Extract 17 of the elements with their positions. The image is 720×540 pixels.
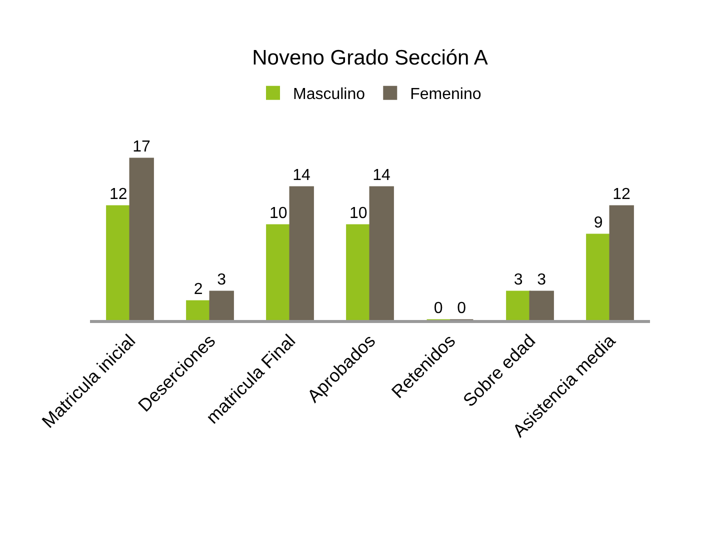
- data-label: 17: [132, 138, 151, 156]
- chart-title: Noveno Grado Sección A: [252, 46, 488, 70]
- data-label: 12: [612, 186, 631, 203]
- data-label: 14: [372, 166, 391, 184]
- data-label: 10: [269, 204, 288, 222]
- data-label: 3: [537, 271, 546, 288]
- data-label: 14: [292, 166, 311, 184]
- data-label: 9: [594, 214, 603, 232]
- legend-label: Masculino: [293, 86, 366, 104]
- data-label: 3: [217, 271, 226, 288]
- data-label: 2: [194, 281, 203, 298]
- data-label: 3: [514, 271, 523, 288]
- data-label: 0: [434, 300, 443, 317]
- data-label: 0: [457, 300, 466, 317]
- data-label: 12: [109, 186, 128, 203]
- data-label: 10: [349, 204, 368, 222]
- legend-label: Femenino: [410, 86, 482, 104]
